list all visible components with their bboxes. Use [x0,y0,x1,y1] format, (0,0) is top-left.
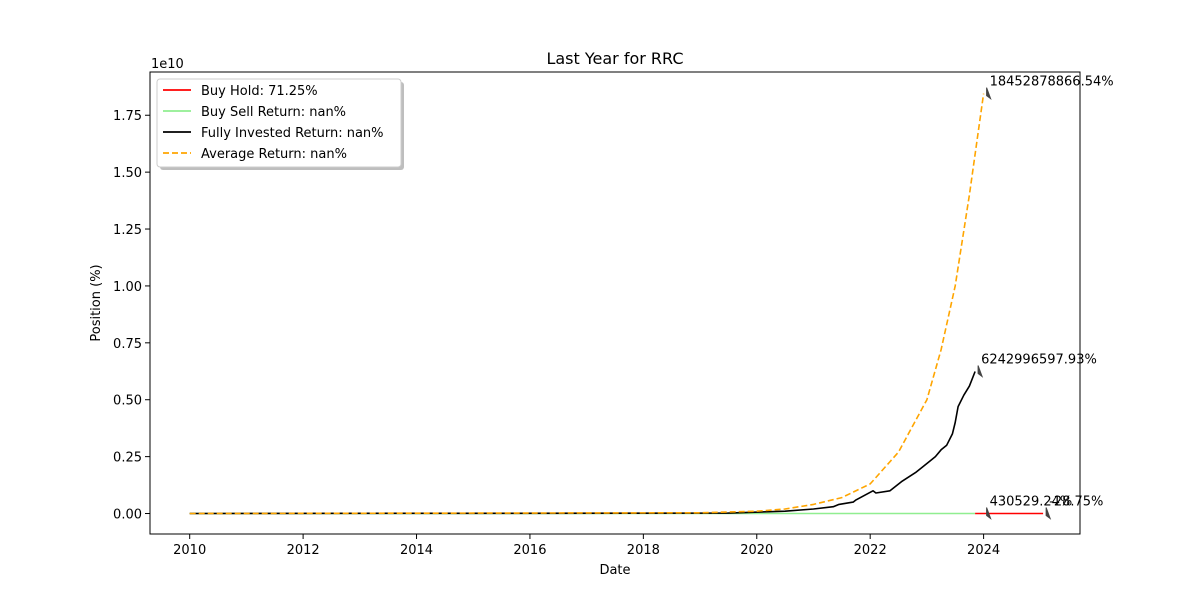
y-tick-label: 0.50 [113,394,142,409]
x-tick-label: 2010 [173,543,206,558]
x-tick-label: 2012 [287,543,320,558]
annotation-label: 6242996597.93% [981,353,1097,368]
legend-entry: Buy Hold: 71.25% [201,84,318,99]
legend: Buy Hold: 71.25% Buy Sell Return: nan% Ful… [157,79,404,170]
x-axis-label: Date [599,563,630,578]
y-scale-label: 1e10 [151,57,184,72]
x-tick-label: 2020 [740,543,773,558]
x-tick-label: 2024 [967,543,1000,558]
x-tick-label: 2018 [627,543,660,558]
x-tick-label: 2022 [854,543,887,558]
y-tick-label: 0.00 [113,508,142,523]
y-tick-label: 1.50 [113,166,142,181]
chart-title: Last Year for RRC [546,49,683,68]
y-tick-label: 0.75 [113,337,142,352]
legend-entry: Fully Invested Return: nan% [201,126,384,141]
y-tick-label: 1.00 [113,280,142,295]
annotation-label: -28.75% [1049,495,1103,510]
y-axis-label: Position (%) [89,264,104,341]
y-tick-label: 1.75 [113,109,142,124]
legend-entry: Average Return: nan% [201,147,347,162]
y-tick-label: 1.25 [113,223,142,238]
legend-entry: Buy Sell Return: nan% [201,105,346,120]
x-tick-label: 2016 [513,543,546,558]
y-tick-label: 0.25 [113,451,142,466]
x-tick-label: 2014 [400,543,433,558]
annotation-label: 18452878866.54% [990,75,1114,90]
